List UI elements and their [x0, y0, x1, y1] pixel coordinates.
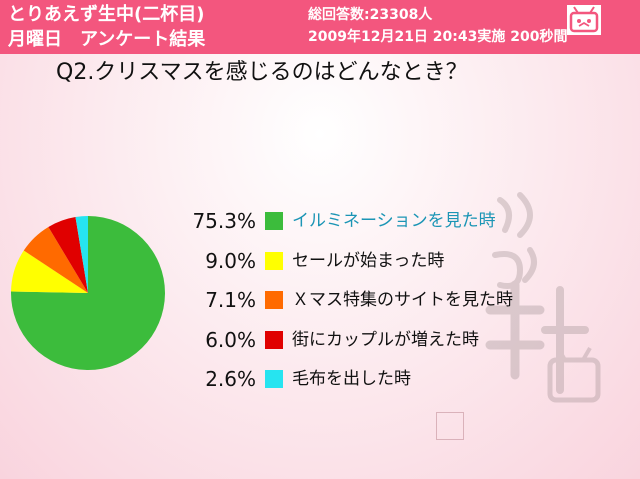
show-title-line2: 月曜日 アンケート結果: [8, 29, 206, 50]
legend-swatch: [265, 212, 283, 230]
legend-label: イルミネーションを見た時: [292, 211, 496, 231]
show-title: とりあえず生中(二杯目) 月曜日 アンケート結果: [8, 2, 288, 52]
pie-slices: [11, 216, 165, 370]
legend-percent: 75.3%: [192, 209, 256, 233]
legend-swatch: [265, 291, 283, 309]
legend-label: セールが始まった時: [292, 250, 445, 271]
pie-slice-1: [11, 216, 165, 370]
legend-percent: 9.0%: [205, 248, 256, 273]
legend-swatch: [265, 330, 283, 349]
question-title: Q2.クリスマスを感じるのはどんなとき？: [56, 60, 468, 85]
pie-slice-4: [48, 217, 88, 293]
header-bar: とりあえず生中(二杯目) 月曜日 アンケート結果 総回答数:23308人 200…: [0, 0, 640, 54]
pie-slice-2: [11, 250, 88, 293]
legend-swatch: [265, 251, 283, 270]
survey-datetime: 2009年12月21日 20:43実施 200秒間: [308, 29, 568, 45]
legend-label: 街にカップルが増えた時: [292, 329, 479, 350]
legend-label: 毛布を出した時: [292, 369, 411, 389]
mascot-watermark-icon: [485, 192, 601, 403]
legend-percent: 7.1%: [205, 288, 256, 312]
tv-logo-icon: [567, 5, 601, 35]
legend-label: Ｘマス特集のサイトを見た時: [292, 290, 513, 310]
legend-swatch: [265, 370, 283, 388]
legend-percent: 2.6%: [205, 367, 256, 391]
legend-percent: 6.0%: [205, 327, 256, 352]
pie-slice-3: [23, 226, 88, 293]
pie-slice-5: [75, 216, 88, 293]
show-title-line1: とりあえず生中(二杯目): [8, 4, 205, 25]
survey-meta: 総回答数:23308人 2009年12月21日 20:43実施 200秒間: [308, 4, 608, 48]
respondent-count: 総回答数:23308人: [308, 7, 433, 23]
seal-stamp: [436, 412, 464, 440]
